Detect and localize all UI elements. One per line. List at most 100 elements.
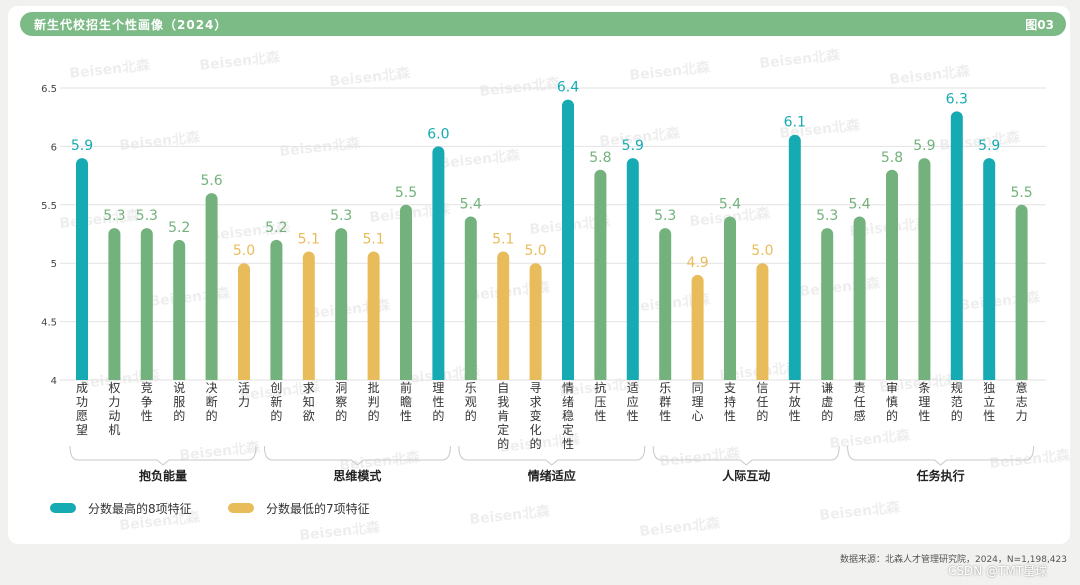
legend-swatch-low: [228, 503, 254, 513]
page-title: 新生代校招生个性画像（2024）: [34, 18, 228, 32]
category-label: 开放性: [789, 381, 801, 423]
category-label: 意志力: [1016, 380, 1028, 423]
legend-label-low: 分数最低的7项特征: [266, 501, 370, 516]
bar: [497, 251, 510, 380]
bar: [367, 251, 380, 380]
bar: [400, 204, 412, 380]
bar-base: [238, 374, 250, 380]
bar-base: [140, 374, 153, 380]
bar-base: [205, 374, 218, 380]
legend-swatch-high: [50, 503, 76, 513]
category-label: 支持性: [724, 381, 736, 423]
data-label: 6.3: [946, 91, 968, 107]
data-label: 5.0: [751, 243, 773, 259]
category-label: 抗压性: [594, 380, 606, 423]
group-label: 思维模式: [333, 468, 381, 483]
category-label: 说服的: [173, 380, 185, 423]
data-label: 5.3: [330, 208, 352, 224]
watermark-text: Beisen北森: [799, 275, 882, 300]
header-bar: 新生代校招生个性画像（2024） 图03: [20, 12, 1066, 36]
group-label: 情绪适应: [528, 468, 576, 483]
watermark-text: Beisen北森: [829, 427, 912, 452]
bar: [432, 146, 445, 380]
watermark-text: Beisen北森: [149, 285, 232, 310]
category-label: 成功愿望: [76, 381, 88, 437]
bar: [270, 239, 283, 380]
data-label: 5.9: [978, 138, 1000, 154]
data-label: 5.5: [1010, 185, 1032, 201]
watermark-text: Beisen北森: [639, 515, 722, 540]
data-label: 5.3: [816, 208, 838, 224]
watermark-text: Beisen北森: [659, 445, 742, 470]
watermark-text: Beisen北森: [439, 147, 522, 172]
y-tick-label: 4: [51, 376, 57, 387]
bar-base: [594, 374, 607, 380]
y-tick-label: 6.5: [41, 84, 57, 95]
bar-base: [76, 374, 88, 380]
group-label: 人际互动: [722, 468, 770, 483]
legend-label-high: 分数最高的8项特征: [88, 501, 192, 516]
category-label: 权力动机: [108, 381, 120, 437]
bar: [140, 228, 153, 380]
data-label: 4.9: [686, 255, 708, 271]
bar: [302, 251, 315, 380]
bar: [691, 274, 704, 380]
data-label: 5.3: [654, 208, 676, 224]
bar-base: [529, 374, 542, 380]
watermark-text: Beisen北森: [119, 129, 202, 154]
data-label: 6.0: [427, 126, 449, 142]
bar-base: [302, 374, 315, 380]
data-label: 5.4: [848, 196, 870, 212]
bar-base: [367, 374, 380, 380]
data-label: 5.9: [71, 138, 93, 154]
watermark-text: Beisen北森: [59, 207, 142, 232]
category-label: 规范的: [951, 380, 963, 423]
data-label: 5.0: [524, 243, 546, 259]
data-label: 5.4: [719, 196, 741, 212]
bar: [108, 228, 121, 380]
group-label: 抱负能量: [139, 468, 187, 483]
bar-base: [659, 374, 672, 380]
group-bracket: [69, 445, 257, 466]
category-label: 情绪稳定性: [562, 381, 574, 451]
data-label: 5.4: [460, 196, 482, 212]
watermark-text: Beisen北森: [69, 57, 152, 82]
legend-item-low: 分数最低的7项特征: [228, 500, 370, 516]
category-label: 适应性: [627, 381, 639, 423]
category-label: 同理心: [692, 381, 704, 423]
category-label: 决断的: [206, 381, 218, 423]
bar: [529, 263, 542, 380]
category-label: 寻求变化的: [530, 381, 542, 451]
watermark-text: Beisen北森: [889, 63, 972, 88]
bar-base: [918, 374, 931, 380]
category-label: 独立性: [983, 381, 995, 423]
data-label: 5.3: [136, 208, 158, 224]
category-label: 竞争性: [141, 381, 153, 423]
bar-base: [173, 374, 186, 380]
watermark-text: Beisen北森: [279, 135, 362, 160]
category-label: 责任感: [854, 381, 866, 423]
y-tick-label: 5.5: [41, 201, 57, 212]
data-label: 5.6: [200, 173, 222, 189]
bar-base: [108, 374, 121, 380]
bar-base: [886, 374, 898, 380]
bar: [562, 99, 574, 381]
bar-base: [853, 374, 866, 380]
category-label: 乐群性: [659, 381, 671, 423]
bar: [983, 158, 996, 380]
legend-item-high: 分数最高的8项特征: [50, 500, 192, 516]
watermark-text: Beisen北森: [199, 49, 282, 74]
data-label: 5.5: [395, 185, 417, 201]
bar: [950, 111, 963, 381]
group-bracket: [652, 445, 840, 466]
bar: [626, 158, 639, 380]
data-label: 6.4: [557, 80, 579, 96]
category-label: 求知欲: [303, 381, 315, 423]
category-label: 条理性: [918, 381, 930, 423]
data-label: 5.1: [362, 232, 384, 248]
category-label: 理性的: [432, 381, 444, 423]
bar: [205, 193, 218, 380]
bar: [821, 228, 834, 380]
watermark-text: Beisen北森: [959, 289, 1042, 314]
